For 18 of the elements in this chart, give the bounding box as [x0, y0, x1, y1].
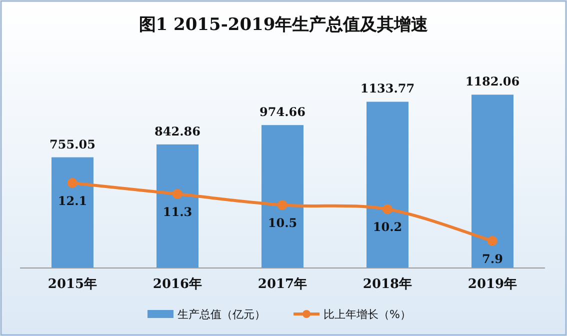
legend-label: 生产总值（亿元）: [178, 308, 266, 321]
chart-title: 图1 2015-2019年生产总值及其增速: [138, 15, 428, 35]
data-label: 11.3: [162, 205, 192, 220]
data-label: 755.05: [50, 137, 96, 152]
x-tick-label: 2016年: [152, 277, 202, 292]
data-label: 12.1: [58, 194, 88, 208]
x-tick-label: 2017年: [258, 277, 308, 292]
x-tick-label: 2019年: [468, 277, 518, 292]
legend-label: 比上年增长（%）: [324, 308, 411, 321]
x-tick-label: 2018年: [362, 277, 412, 292]
data-label: 842.86: [154, 124, 200, 138]
data-label: 10.5: [268, 216, 298, 230]
data-label: 1182.06: [465, 74, 520, 89]
data-label: 10.2: [372, 220, 402, 234]
data-label: 1133.77: [360, 82, 415, 96]
x-tick-label: 2015年: [48, 277, 98, 292]
data-label: 7.9: [482, 252, 503, 266]
data-label: 974.66: [260, 105, 306, 120]
